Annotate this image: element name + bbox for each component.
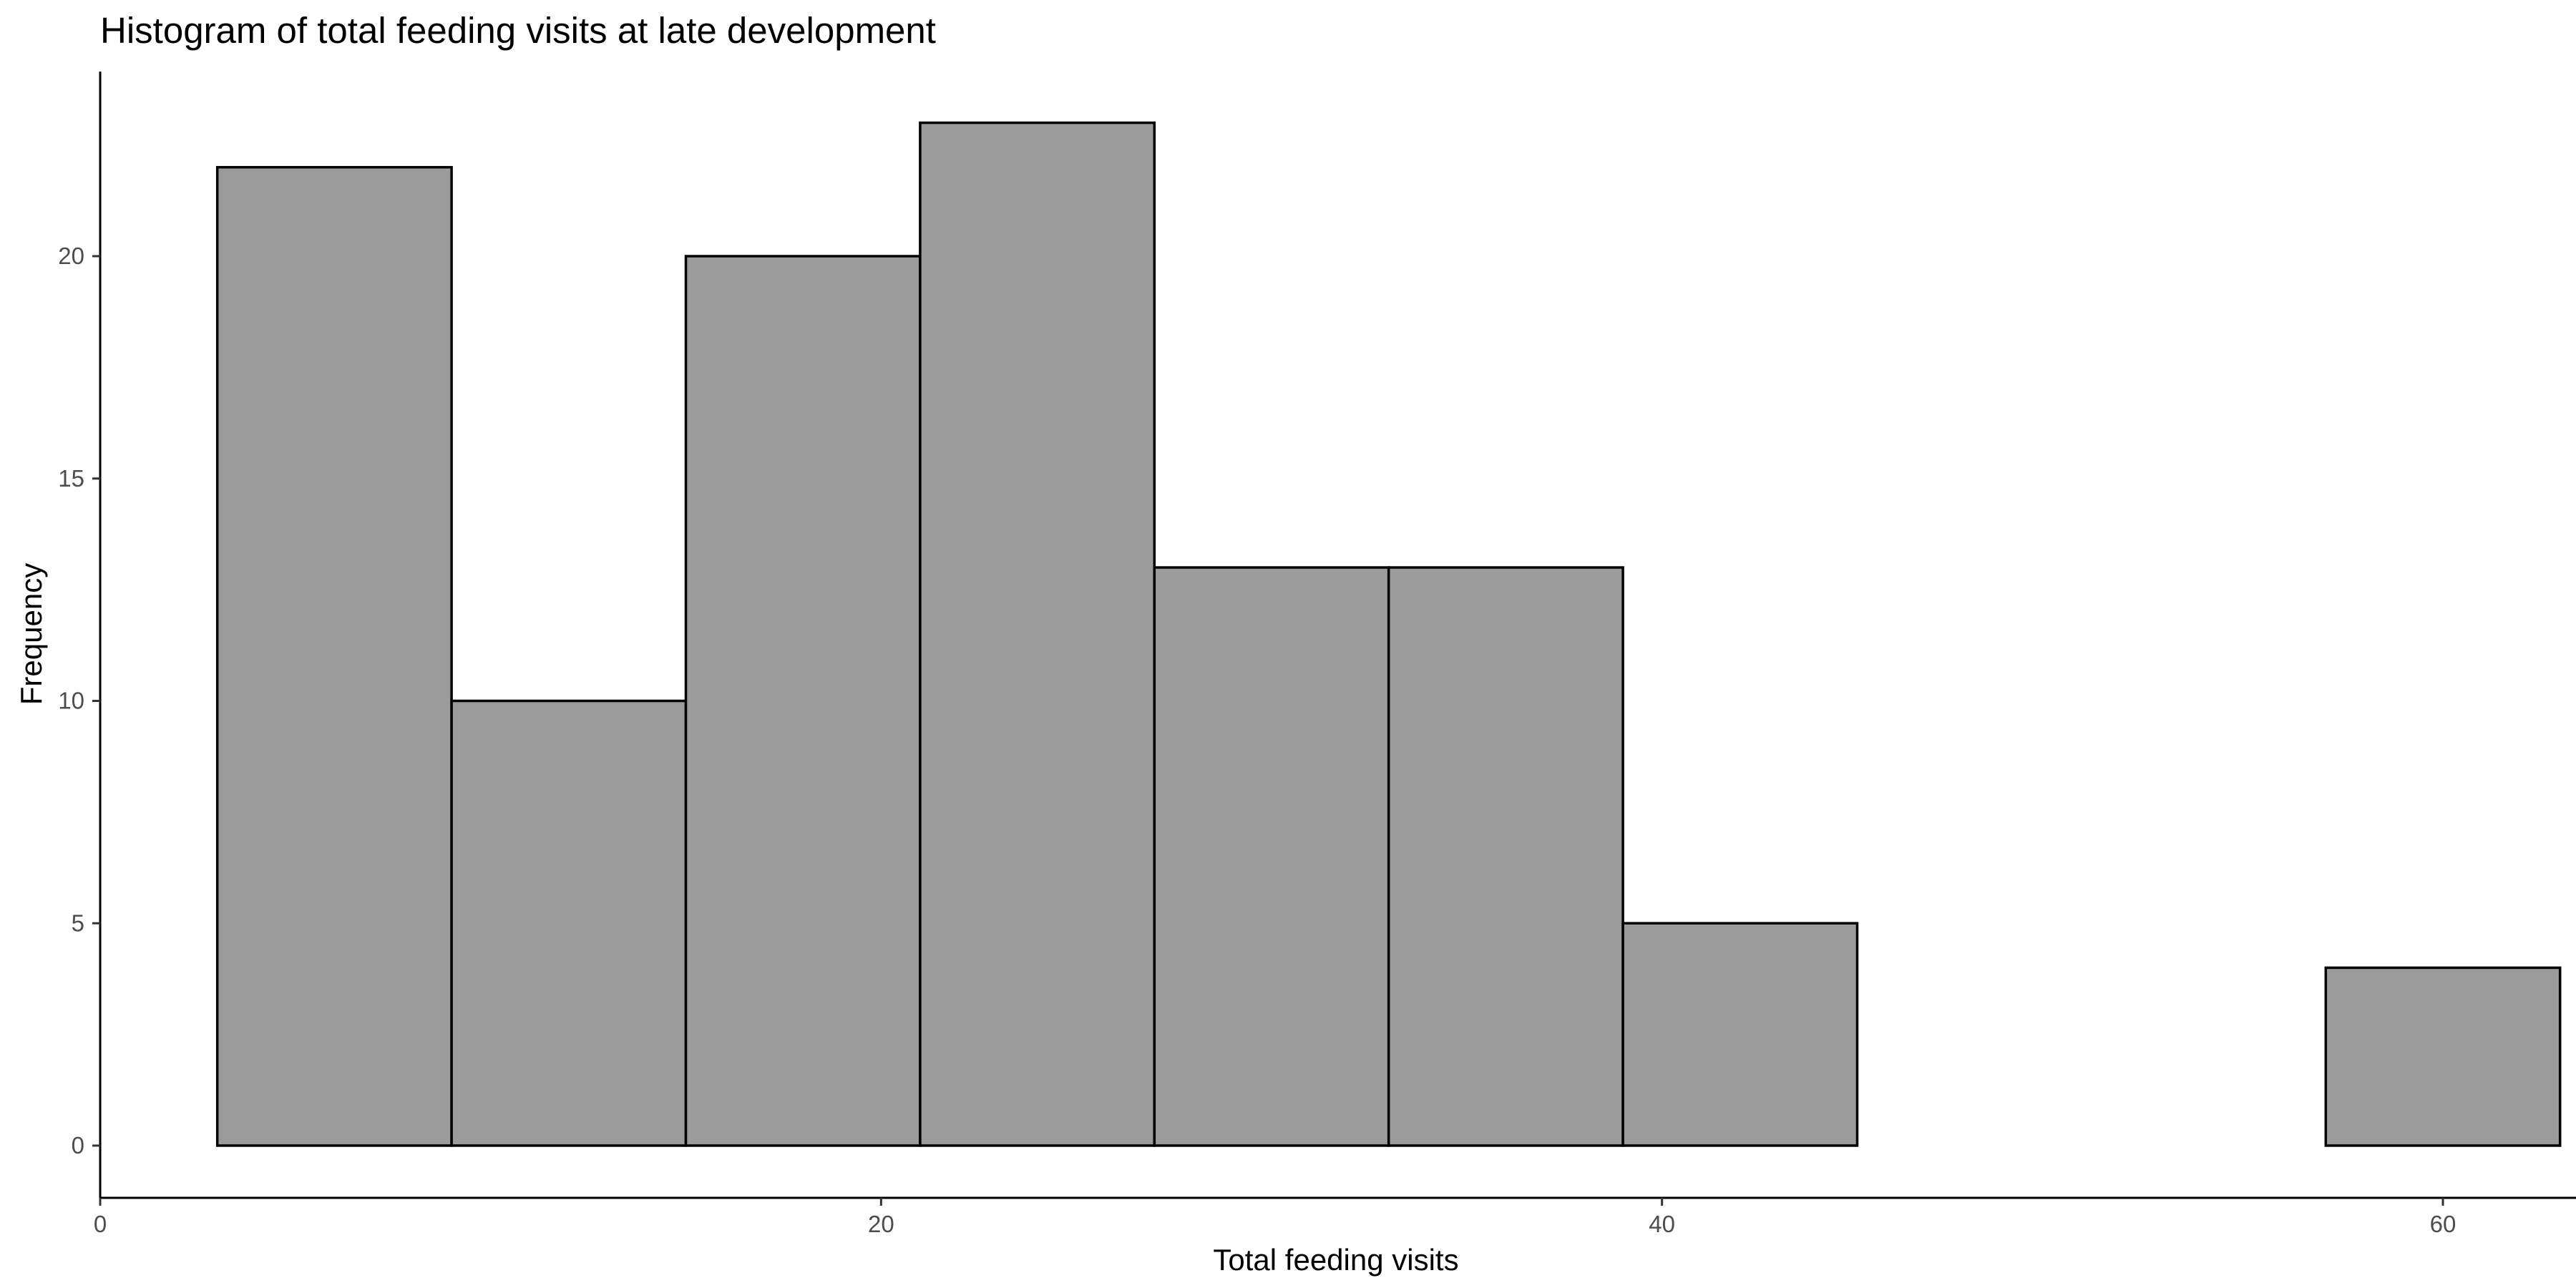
y-tick-label: 10 — [58, 688, 84, 714]
y-ticks-layer: 0 5 10 15 20 — [58, 243, 100, 1158]
y-axis-title: Frequency — [14, 563, 48, 705]
histogram-bar-4 — [1153, 566, 1390, 1147]
x-tick-label: 0 — [94, 1211, 107, 1237]
histogram-bar-3 — [919, 121, 1156, 1147]
x-ticks-layer: 0 20 40 60 — [94, 1198, 2457, 1237]
y-tick-label: 15 — [58, 465, 84, 492]
y-tick-label: 0 — [72, 1132, 84, 1158]
y-tick-label: 20 — [58, 243, 84, 269]
bars-layer — [215, 121, 2562, 1147]
x-tick-label: 60 — [2430, 1211, 2457, 1237]
histogram-bar-9 — [2324, 966, 2562, 1147]
histogram-bar-6 — [1621, 922, 1859, 1147]
y-tick-label: 5 — [72, 909, 84, 936]
histogram-bar-2 — [684, 255, 922, 1147]
histogram-bar-5 — [1387, 566, 1624, 1147]
x-tick-label: 40 — [1649, 1211, 1675, 1237]
x-axis-title: Total feeding visits — [1213, 1243, 1458, 1277]
histogram-bar-0 — [215, 165, 453, 1147]
chart-title: Histogram of total feeding visits at lat… — [100, 10, 936, 51]
x-tick-label: 20 — [868, 1211, 894, 1237]
histogram-bar-1 — [450, 699, 688, 1147]
